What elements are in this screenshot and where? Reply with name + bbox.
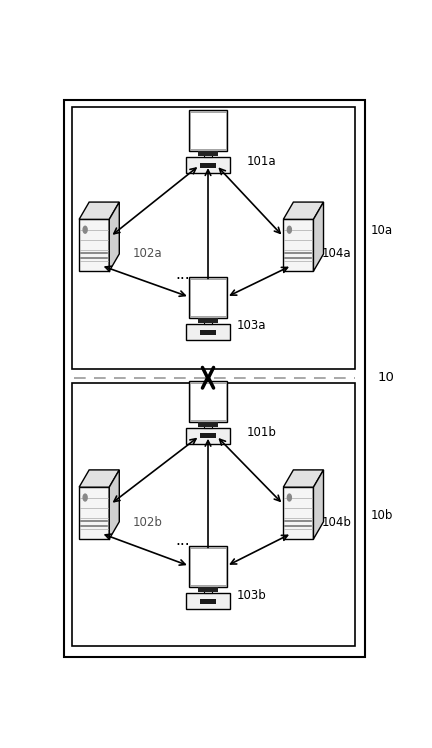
FancyBboxPatch shape — [198, 319, 218, 323]
FancyBboxPatch shape — [186, 593, 230, 610]
FancyBboxPatch shape — [79, 219, 109, 272]
Text: ...: ... — [175, 266, 190, 281]
FancyBboxPatch shape — [189, 277, 227, 319]
FancyBboxPatch shape — [198, 422, 218, 426]
FancyBboxPatch shape — [189, 110, 227, 151]
FancyBboxPatch shape — [204, 151, 212, 157]
Circle shape — [287, 226, 291, 233]
FancyBboxPatch shape — [204, 587, 212, 593]
FancyBboxPatch shape — [200, 598, 216, 604]
Text: 103b: 103b — [236, 589, 266, 602]
Circle shape — [287, 494, 291, 501]
Polygon shape — [283, 470, 324, 487]
Polygon shape — [314, 470, 324, 539]
FancyBboxPatch shape — [198, 151, 218, 156]
FancyBboxPatch shape — [190, 548, 226, 585]
FancyBboxPatch shape — [73, 107, 355, 369]
FancyBboxPatch shape — [73, 384, 355, 646]
FancyBboxPatch shape — [190, 279, 226, 316]
FancyBboxPatch shape — [186, 324, 230, 340]
Text: 102a: 102a — [133, 248, 162, 260]
Text: 10a: 10a — [370, 224, 393, 237]
Polygon shape — [79, 202, 119, 219]
FancyBboxPatch shape — [200, 330, 216, 335]
FancyBboxPatch shape — [79, 487, 109, 539]
FancyBboxPatch shape — [204, 319, 212, 324]
Text: 101b: 101b — [247, 426, 276, 439]
FancyBboxPatch shape — [190, 383, 226, 420]
Text: 10: 10 — [377, 371, 394, 384]
Text: 101a: 101a — [247, 156, 276, 168]
Circle shape — [83, 494, 87, 501]
FancyBboxPatch shape — [204, 422, 212, 428]
FancyBboxPatch shape — [64, 99, 365, 657]
FancyBboxPatch shape — [200, 433, 216, 438]
Text: 102b: 102b — [133, 516, 162, 530]
FancyBboxPatch shape — [283, 487, 314, 539]
Polygon shape — [314, 202, 324, 272]
Polygon shape — [79, 470, 119, 487]
Text: ...: ... — [175, 533, 190, 548]
FancyBboxPatch shape — [283, 219, 314, 272]
FancyBboxPatch shape — [186, 157, 230, 174]
Text: 104b: 104b — [322, 516, 352, 530]
Polygon shape — [109, 202, 119, 272]
FancyBboxPatch shape — [200, 162, 216, 168]
Text: 10b: 10b — [370, 509, 393, 522]
Text: 103a: 103a — [236, 319, 266, 332]
FancyBboxPatch shape — [189, 546, 227, 587]
FancyBboxPatch shape — [190, 112, 226, 149]
FancyBboxPatch shape — [186, 428, 230, 444]
Circle shape — [83, 226, 87, 233]
Text: 104a: 104a — [322, 248, 352, 260]
FancyBboxPatch shape — [189, 381, 227, 422]
Polygon shape — [109, 470, 119, 539]
FancyBboxPatch shape — [198, 587, 218, 592]
Polygon shape — [283, 202, 324, 219]
